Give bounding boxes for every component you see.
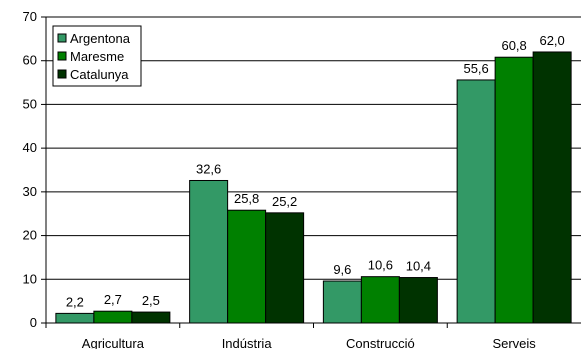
data-labels: 2,2 2,7 2,5 32,6 25,8 25,2 9,6 10,6 10,4 55,6 60,8… — [66, 33, 565, 309]
bar-maresme-1 — [227, 209, 267, 324]
data-label: 2,5 — [142, 293, 160, 308]
bars — [55, 51, 572, 324]
data-label: 55,6 — [463, 61, 488, 76]
axes — [41, 16, 581, 328]
bar-argentona-2 — [322, 280, 362, 324]
y-tick-label: 60 — [23, 53, 37, 68]
data-label: 9,6 — [333, 262, 351, 277]
x-tick-label: Construcció — [346, 336, 415, 349]
bar-catalunya-0 — [131, 311, 171, 324]
x-tick-labels: Agricultura Indústria Construcció Serveis — [82, 336, 536, 349]
bar-maresme-2 — [360, 276, 400, 324]
bar-catalunya-3 — [532, 51, 572, 324]
x-tick-label: Agricultura — [82, 336, 145, 349]
data-label: 60,8 — [501, 38, 526, 53]
data-label: 2,2 — [66, 294, 84, 309]
y-tick-label: 0 — [30, 315, 37, 330]
data-label: 10,6 — [368, 258, 393, 273]
legend: Argentona Maresme Catalunya — [52, 25, 142, 87]
bar-catalunya-1 — [265, 212, 305, 324]
data-label: 32,6 — [196, 161, 221, 176]
y-tick-label: 70 — [23, 9, 37, 24]
y-tick-label: 20 — [23, 228, 37, 243]
legend-label-argentona: Argentona — [70, 31, 131, 46]
y-tick-label: 50 — [23, 96, 37, 111]
bar-argentona-1 — [189, 179, 229, 324]
legend-swatch-catalunya — [57, 69, 67, 79]
data-label: 25,8 — [234, 191, 259, 206]
legend-swatch-argentona — [57, 33, 67, 43]
bar-maresme-0 — [93, 310, 133, 324]
legend-label-catalunya: Catalunya — [70, 67, 129, 82]
y-tick-label: 30 — [23, 184, 37, 199]
legend-box — [52, 25, 142, 87]
bar-maresme-3 — [494, 56, 534, 324]
y-tick-label: 10 — [23, 271, 37, 286]
data-label: 2,7 — [104, 292, 122, 307]
data-label: 10,4 — [406, 259, 431, 274]
y-tick-labels: 0 10 20 30 40 50 60 70 — [23, 9, 37, 330]
bar-argentona-0 — [55, 312, 95, 324]
bar-argentona-3 — [456, 79, 496, 324]
x-tick-label: Serveis — [492, 336, 536, 349]
legend-label-maresme: Maresme — [70, 49, 124, 64]
legend-swatch-maresme — [57, 51, 67, 61]
data-label: 62,0 — [539, 33, 564, 48]
bar-catalunya-2 — [398, 277, 438, 324]
y-tick-label: 40 — [23, 140, 37, 155]
data-label: 25,2 — [272, 194, 297, 209]
x-tick-label: Indústria — [222, 336, 273, 349]
